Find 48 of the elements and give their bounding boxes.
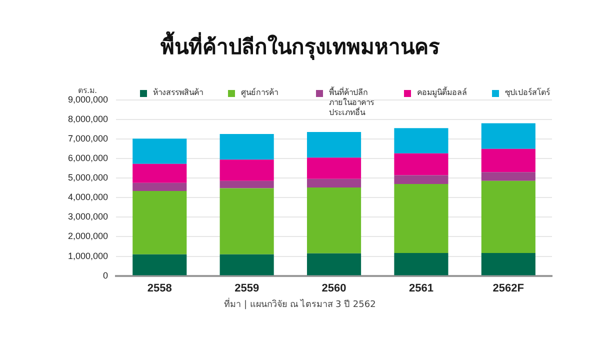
bar [132,191,187,254]
bar [220,134,274,160]
bar [132,254,187,276]
bar [306,158,362,179]
bar [306,188,362,254]
bar [394,153,448,176]
bar [306,253,362,276]
y-tick-label: 5,000,000 [68,172,108,183]
y-tick-label: 7,000,000 [68,134,108,144]
bar [132,164,187,183]
bar [394,128,448,154]
bar [481,180,536,253]
y-tick-label: 1,000,000 [68,250,108,261]
y-tick-label: 0 [103,270,108,280]
y-axis-title: ตร.ม. [78,85,98,96]
x-tick-label: 2561 [408,282,434,294]
bar [394,184,448,253]
bar [220,180,274,188]
y-tick-label: 8,000,000 [68,114,108,124]
bar [220,188,274,254]
bar [394,175,448,184]
bar [481,123,536,149]
bar [132,138,187,164]
y-tick-label: 9,000,000 [68,94,108,104]
x-tick-label: 2559 [234,282,260,294]
y-tick-label: 3,000,000 [68,212,108,222]
bar [481,252,536,276]
x-tick-label: 2558 [147,282,172,294]
x-tick-label: 2560 [322,282,346,294]
chart-title: พื้นที่ค้าปลีกในกรุงเทพมหานคร [160,30,441,62]
legend-label: ซุปเปอร์สโตร์ [505,88,551,98]
bar [220,160,274,181]
bar [306,178,362,188]
bar [394,252,448,276]
y-tick-label: 4,000,000 [68,192,108,202]
legend-label: คอมมูนิตี้มอลล์ [417,88,468,98]
bar [481,172,536,181]
x-tick-label: 2562F [492,282,524,294]
legend-label: ศูนย์การค้า [241,88,279,98]
y-tick-label: 2,000,000 [68,231,108,242]
bar [220,254,274,276]
y-tick-label: 6,000,000 [68,153,108,164]
bar [306,132,362,158]
bar [481,148,536,172]
legend-label: ห้างสรรพสินค้า [153,88,204,98]
legend-label: พื้นที่ค้าปลีก ภายในอาคาร ประเภทอื่น [329,88,375,118]
text: ที่มา | แผนกวิจัย ณ ไตรมาส 3 ปี 2562 [223,297,377,311]
bar [132,182,187,192]
